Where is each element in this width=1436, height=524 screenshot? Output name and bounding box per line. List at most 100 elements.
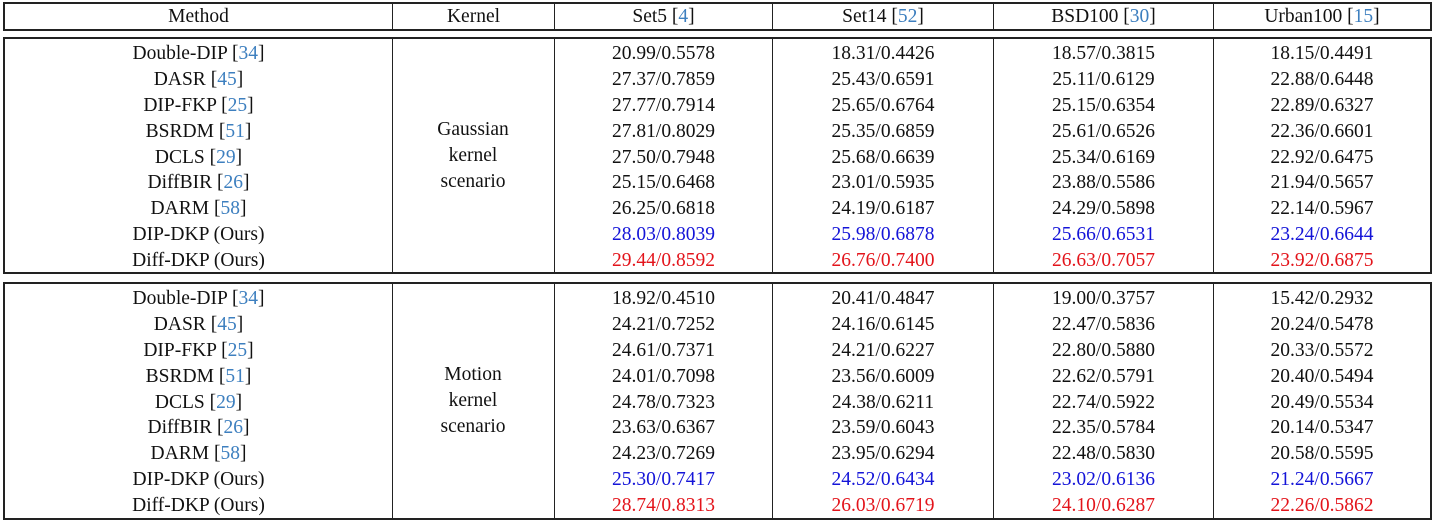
value-cell: 22.80/0.5880	[1052, 339, 1155, 361]
method-cell: Double-DIP [34]	[132, 43, 265, 64]
kernel-line: scenario	[440, 170, 506, 192]
citation-link[interactable]: 25	[227, 339, 248, 361]
citation-link[interactable]: 4	[678, 6, 689, 27]
table-row: DIP-DKP (Ours) 25.30/0.7417 24.52/0.6434 23…	[5, 467, 1430, 493]
citation-link[interactable]: 51	[225, 120, 245, 142]
kernel-cell	[392, 145, 554, 171]
method-name: DARM	[150, 198, 210, 220]
value-cell: 25.15/0.6354	[1052, 94, 1155, 116]
value-cell: 20.14/0.5347	[1270, 417, 1374, 439]
citation-link[interactable]: 29	[216, 391, 236, 413]
kernel-cell	[392, 67, 554, 93]
header-row: Method Kernel Set5 [4] Set14 [52] BSD100 […	[5, 4, 1430, 29]
dataset-name: BSD100	[1051, 6, 1119, 27]
citation-link[interactable]: 52	[897, 6, 918, 27]
value-cell: 24.21/0.6227	[831, 339, 935, 361]
method-cell: DCLS [29]	[154, 146, 243, 168]
table-row: DCLS [29] 24.78/0.7323 24.38/0.6211 22.74/0…	[5, 390, 1430, 416]
value-cell: 23.92/0.6875	[1270, 250, 1374, 272]
citation-link[interactable]: 26	[223, 172, 244, 194]
kernel-cell	[392, 119, 554, 145]
value-cell: 25.68/0.6639	[831, 146, 935, 168]
citation-link[interactable]: 15	[1353, 6, 1374, 27]
method-cell: BSRDM [51]	[145, 120, 252, 142]
method-name: DASR	[153, 68, 206, 90]
method-cell: DIP-DKP (Ours)	[5, 222, 392, 248]
value-cell: 20.99/0.5578	[612, 43, 715, 64]
kernel-cell	[392, 390, 554, 416]
dataset-name: Urban100	[1264, 6, 1343, 27]
value-cell: 18.57/0.3815	[1052, 43, 1155, 64]
section-motion: Motion kernel scenario Double-DIP [34] 18.92…	[3, 282, 1432, 520]
table-row: Double-DIP [34] 20.99/0.5578 18.31/0.4426 1…	[5, 41, 1430, 67]
citation-link[interactable]: 34	[238, 43, 258, 64]
method-name: Diff-DKP (Ours)	[132, 495, 265, 517]
value-cell: 21.24/0.5667	[1270, 469, 1374, 491]
method-name: DIP-DKP (Ours)	[132, 469, 265, 491]
method-name: DASR	[153, 313, 206, 335]
method-name: DiffBIR	[147, 172, 213, 194]
value-cell: 25.15/0.6468	[612, 172, 715, 194]
method-name: DCLS	[154, 391, 205, 413]
table-row: Diff-DKP (Ours) 28.74/0.8313 26.03/0.6719 2…	[5, 493, 1430, 519]
dataset-name: Set14	[842, 6, 887, 27]
kernel-text: Motion kernel scenario	[441, 362, 506, 440]
citation-link[interactable]: 51	[225, 365, 245, 387]
table-row: DIP-DKP (Ours) 28.03/0.8039 25.98/0.6878 25…	[5, 222, 1430, 248]
section-gaussian: Gaussian kernel scenario Double-DIP [34] 20.…	[3, 37, 1432, 274]
citation-link[interactable]: 34	[238, 288, 258, 309]
kernel-cell	[392, 364, 554, 390]
citation-link[interactable]: 30	[1129, 6, 1150, 27]
value-cell: 24.10/0.6287	[1052, 495, 1155, 517]
value-cell: 25.66/0.6531	[1052, 224, 1155, 246]
value-cell: 23.59/0.6043	[831, 417, 935, 439]
kernel-cell	[392, 41, 554, 67]
table-row: DARM [58] 26.25/0.6818 24.19/0.6187 24.29/0…	[5, 196, 1430, 222]
value-cell: 23.56/0.6009	[831, 365, 935, 387]
value-cell: 22.74/0.5922	[1052, 391, 1155, 413]
method-cell: Diff-DKP (Ours)	[5, 248, 392, 274]
method-cell: Double-DIP [34]	[132, 288, 265, 309]
value-cell: 29.44/0.8592	[612, 250, 715, 272]
table-row: Diff-DKP (Ours) 29.44/0.8592 26.76/0.7400 2…	[5, 248, 1430, 274]
citation-link[interactable]: 45	[217, 313, 237, 335]
kernel-cell	[392, 415, 554, 441]
table-row: BSRDM [51] 27.81/0.8029 25.35/0.6859 25.61/…	[5, 119, 1430, 145]
table-row: BSRDM [51] 24.01/0.7098 23.56/0.6009 22.62/…	[5, 364, 1430, 390]
header-dataset: Set14 [52]	[772, 4, 993, 29]
value-cell: 19.00/0.3757	[1052, 288, 1155, 309]
value-cell: 18.31/0.4426	[831, 43, 935, 64]
citation-link[interactable]: 26	[223, 417, 244, 439]
kernel-text: Gaussian kernel scenario	[437, 117, 509, 195]
citation-link[interactable]: 29	[216, 146, 236, 168]
kernel-cell	[392, 248, 554, 274]
table-row: DiffBIR [26] 25.15/0.6468 23.01/0.5935 23.8…	[5, 170, 1430, 196]
method-cell: DiffBIR [26]	[147, 172, 250, 194]
citation-link[interactable]: 25	[227, 94, 248, 116]
citation-link[interactable]: 58	[220, 198, 240, 220]
kernel-cell	[392, 286, 554, 312]
citation-link[interactable]: 45	[217, 68, 237, 90]
value-cell: 28.03/0.8039	[612, 224, 715, 246]
value-cell: 25.34/0.6169	[1052, 146, 1155, 168]
value-cell: 20.33/0.5572	[1270, 339, 1374, 361]
value-cell: 22.47/0.5836	[1052, 313, 1155, 335]
method-cell: DARM [58]	[150, 443, 247, 465]
citation-link[interactable]: 58	[220, 443, 240, 465]
method-cell: DASR [45]	[153, 313, 244, 335]
method-name: DIP-DKP (Ours)	[132, 224, 265, 246]
method-cell: DiffBIR [26]	[147, 417, 250, 439]
value-cell: 27.50/0.7948	[612, 146, 715, 168]
value-cell: 24.16/0.6145	[831, 313, 935, 335]
method-name: DIP-FKP	[143, 94, 217, 116]
table-row: DASR [45] 27.37/0.7859 25.43/0.6591 25.11/0…	[5, 67, 1430, 93]
value-cell: 27.81/0.8029	[612, 120, 715, 142]
value-cell: 22.88/0.6448	[1270, 68, 1374, 90]
dataset-name: Set5	[632, 6, 668, 27]
kernel-line: kernel	[448, 144, 498, 166]
method-cell: DARM [58]	[150, 198, 247, 220]
rows: Double-DIP [34] 20.99/0.5578 18.31/0.4426 1…	[5, 41, 1430, 274]
value-cell: 27.37/0.7859	[612, 68, 715, 90]
method-name: BSRDM	[145, 120, 214, 142]
value-cell: 26.03/0.6719	[831, 495, 935, 517]
